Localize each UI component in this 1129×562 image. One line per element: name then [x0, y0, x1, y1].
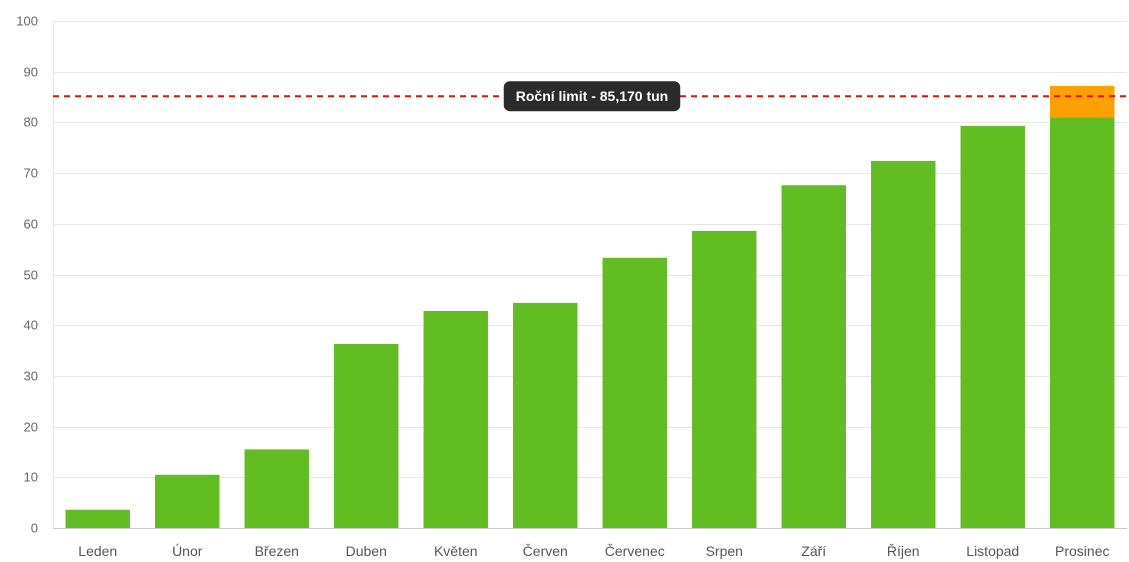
x-category-label: Září [801, 543, 826, 559]
y-tick-label: 100 [16, 14, 38, 29]
x-category-label: Srpen [706, 543, 743, 559]
bar [244, 449, 309, 528]
x-category-label: Červen [523, 543, 568, 559]
x-category-label: Leden [78, 543, 117, 559]
bar-over-limit-segment [1050, 85, 1115, 118]
x-category-label: Duben [346, 543, 387, 559]
bar [960, 125, 1025, 528]
y-tick-label: 20 [24, 420, 38, 435]
y-tick-label: 60 [24, 217, 38, 232]
x-axis-category-labels: Leden Únor Březen Duben Květen Červen Červenec… [78, 543, 1109, 559]
x-category-label: Říjen [887, 543, 920, 559]
y-tick-label: 30 [24, 369, 38, 384]
x-category-label: Únor [172, 543, 203, 559]
y-axis-tick-labels: 0 10 20 30 40 50 60 70 80 90 100 [16, 14, 38, 536]
bar [692, 230, 757, 528]
bar [602, 257, 667, 528]
limit-label-box [503, 81, 681, 112]
bar [334, 343, 399, 528]
y-tick-label: 50 [24, 268, 38, 283]
bar [423, 311, 488, 528]
x-category-label: Květen [434, 543, 478, 559]
limit-label: Roční limit - 85,170 tun [516, 88, 668, 104]
x-category-label: Prosinec [1055, 543, 1109, 559]
bar [871, 160, 936, 528]
bar [781, 185, 846, 528]
bar [1050, 117, 1115, 528]
y-tick-label: 40 [24, 318, 38, 333]
y-tick-label: 70 [24, 166, 38, 181]
x-category-label: Březen [255, 543, 299, 559]
bar [65, 509, 130, 528]
x-category-label: Listopad [966, 543, 1019, 559]
annual-limit-annotation: Roční limit - 85,170 tun [53, 81, 1127, 112]
grid-lines [53, 21, 1127, 529]
y-tick-label: 80 [24, 115, 38, 130]
bar [513, 302, 578, 528]
y-tick-label: 10 [24, 470, 38, 485]
y-tick-label: 90 [24, 65, 38, 80]
bars [65, 85, 1115, 528]
bar [155, 474, 220, 528]
y-tick-label: 0 [31, 521, 38, 536]
x-category-label: Červenec [605, 543, 665, 559]
